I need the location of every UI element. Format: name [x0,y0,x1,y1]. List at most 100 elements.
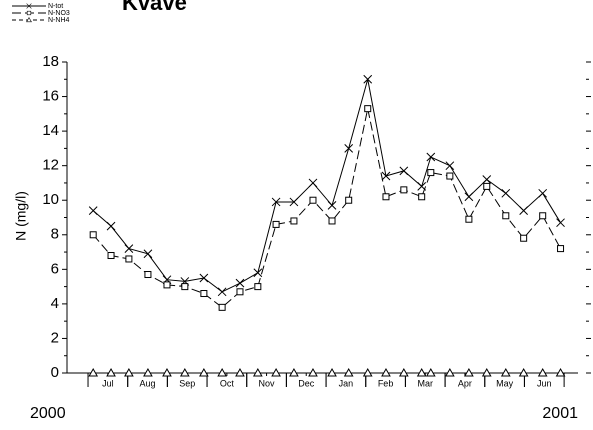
x-tick-label: Apr [458,378,472,388]
marker [501,188,511,198]
marker [252,367,263,377]
marker [444,367,455,377]
x-tick-label: Jun [537,378,552,388]
marker [272,220,280,228]
y-tick-label: 2 [51,329,59,346]
marker [235,367,245,377]
marker [181,283,189,291]
marker [144,271,152,279]
marker [382,193,390,201]
marker [308,367,318,377]
marker [364,105,372,113]
marker [557,245,565,253]
marker [518,367,529,377]
marker [253,268,263,278]
marker [481,367,492,377]
marker [418,193,426,201]
marker [254,283,262,291]
legend-label: N-tot [48,3,63,10]
marker [343,367,354,377]
marker [89,231,97,239]
legend-marker [26,16,32,23]
marker [446,172,454,180]
marker [289,197,299,207]
marker [425,367,436,377]
legend-marker [26,3,32,9]
marker [399,166,409,176]
marker [538,188,548,198]
marker [162,367,172,377]
marker [362,367,373,377]
y-tick-label: 4 [51,295,59,312]
year-label: 2000 [30,405,66,422]
marker [106,367,116,377]
marker [143,249,153,259]
marker [290,217,298,225]
marker [398,367,409,377]
marker [464,367,474,377]
marker [464,192,474,202]
x-tick-label: Aug [140,378,156,388]
x-tick-label: Dec [298,378,315,388]
marker [555,367,566,377]
marker [179,367,190,377]
x-tick-label: Nov [259,378,276,388]
marker [381,171,391,181]
marker [308,178,318,188]
y-tick-label: 0 [51,364,59,381]
marker [124,367,134,377]
marker [327,367,337,377]
marker [519,206,529,215]
marker [416,367,427,377]
marker [445,161,455,171]
x-tick-label: May [496,378,514,388]
marker [235,278,245,288]
marker [107,252,115,260]
marker [199,273,209,283]
x-tick-label: Oct [220,378,235,388]
legend-label: N-NO3 [48,10,70,17]
marker [124,244,134,253]
y-tick-label: 6 [51,260,59,277]
y-tick-label: 8 [51,226,59,243]
marker [539,212,547,220]
x-tick-label: Jul [102,378,114,388]
chart-title: Kväve [122,0,187,15]
marker [381,367,391,377]
marker [537,367,548,377]
legend-label: N-NH4 [48,17,69,24]
marker [88,367,99,377]
y-tick-label: 12 [42,157,59,174]
y-tick-label: 14 [42,122,59,139]
legend-marker [26,10,32,16]
marker [217,367,227,377]
year-label: 2001 [542,405,578,422]
marker [200,290,208,298]
marker [327,201,337,210]
series-line [92,79,561,293]
marker [328,217,336,225]
y-axis-label: N (mg/l) [13,191,29,241]
marker [482,175,492,184]
marker [400,186,408,194]
marker [88,206,98,215]
marker [363,74,373,84]
x-tick-label: Mar [418,378,434,388]
marker [271,197,281,207]
y-tick-label: 16 [42,88,59,105]
x-tick-label: Jan [339,378,354,388]
x-tick-label: Feb [378,378,394,388]
marker [427,169,435,177]
marker [502,212,510,220]
marker [344,144,354,153]
marker [426,152,436,162]
legend-symbol [26,10,32,16]
legend-symbol [26,3,32,9]
marker [483,182,491,190]
y-tick-label: 18 [42,53,59,70]
marker [199,367,209,377]
marker [125,255,133,263]
marker [217,287,227,297]
series-line [92,108,561,308]
